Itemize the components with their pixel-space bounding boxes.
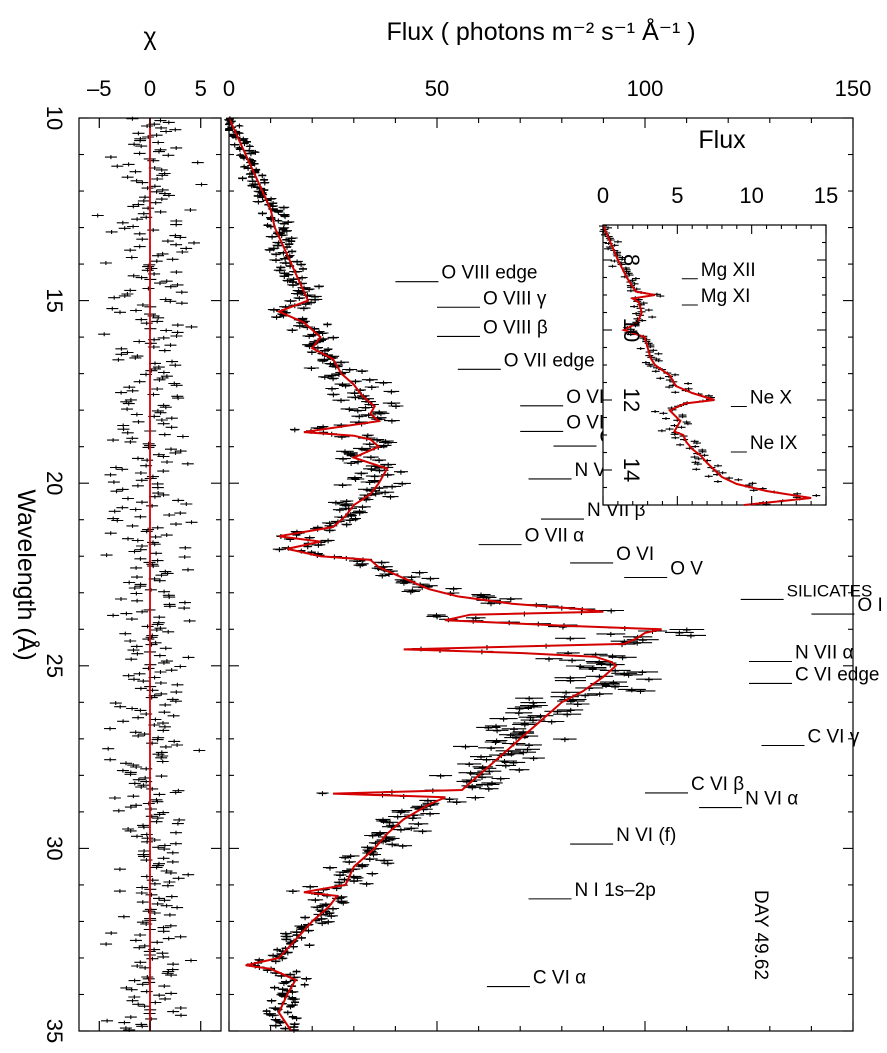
wavelength-tick-label: 20 bbox=[42, 471, 67, 495]
inset-model-line bbox=[602, 224, 812, 506]
flux-x-tick-label: 0 bbox=[223, 76, 235, 101]
line-annotation: O V bbox=[670, 559, 703, 580]
line-annotation: O I bbox=[857, 595, 882, 616]
line-annotation: N VI (f) bbox=[616, 825, 676, 846]
main-frame bbox=[228, 117, 854, 1032]
line-annotation: N I 1s–2p bbox=[575, 880, 656, 901]
line-annotation: N VI α bbox=[745, 789, 798, 810]
wavelength-tick-label: 15 bbox=[42, 288, 67, 312]
line-annotation: N VII α bbox=[795, 642, 854, 663]
inset-line-annotation: Mg XI bbox=[701, 286, 751, 307]
flux-x-tick-label: 50 bbox=[425, 76, 449, 101]
line-annotation: C VI α bbox=[533, 968, 586, 989]
inset-x-tick-label: 10 bbox=[739, 183, 763, 208]
inset-line-annotation: Mg XII bbox=[701, 260, 756, 281]
inset-axis-title: Flux bbox=[698, 126, 746, 154]
wavelength-axis-title: Wavelength (Å) bbox=[12, 489, 42, 660]
inset-y-tick-label: 14 bbox=[619, 458, 644, 482]
line-annotation: O VII edge bbox=[504, 350, 595, 371]
inset-x-tick-label: 0 bbox=[597, 183, 609, 208]
inset-line-annotation: Ne X bbox=[750, 388, 793, 409]
line-annotation: O VI bbox=[616, 544, 654, 565]
flux-x-tick-label: 100 bbox=[627, 76, 664, 101]
line-annotation: C VI edge bbox=[795, 664, 880, 685]
inset-line-annotation: Ne IX bbox=[750, 433, 798, 454]
line-annotation: O VIII edge bbox=[441, 263, 537, 284]
wavelength-tick-label: 10 bbox=[42, 106, 67, 130]
chi-residual-panel: –5 0 5 10 15 20 25 30 35 χ Wavelength (Å) bbox=[12, 23, 222, 1043]
chi-x-tick-label: 5 bbox=[195, 76, 207, 101]
wavelength-tick-label: 25 bbox=[42, 654, 67, 678]
inset-x-tick-label: 5 bbox=[671, 183, 683, 208]
inset-x-tick-label: 15 bbox=[814, 183, 838, 208]
line-annotation: O VIII γ bbox=[483, 288, 547, 309]
flux-model-line bbox=[228, 117, 662, 1032]
chi-x-tick-label: –5 bbox=[87, 76, 111, 101]
line-annotation: C VI β bbox=[691, 774, 744, 795]
inset-y-tick-label: 8 bbox=[619, 254, 644, 266]
inset-spectrum-panel: 0 5 10 15 8 10 12 14 Flux Mg XII Mg XI Ne X Ne IX bbox=[597, 126, 838, 506]
flux-x-tick-label: 150 bbox=[835, 76, 872, 101]
chi-axis-title: χ bbox=[143, 23, 156, 51]
line-annotation: C VI γ bbox=[807, 726, 859, 747]
flux-axis-title: Flux ( photons m⁻² s⁻¹ Å⁻¹ ) bbox=[386, 16, 695, 46]
inset-y-tick-label: 10 bbox=[619, 318, 644, 342]
line-annotation: SILICATES bbox=[787, 581, 873, 600]
wavelength-tick-label: 30 bbox=[42, 836, 67, 860]
inset-y-tick-label: 12 bbox=[619, 388, 644, 412]
line-annotation: O VII α bbox=[525, 526, 585, 547]
inset-frame bbox=[602, 224, 827, 506]
chi-x-tick-label: 0 bbox=[144, 76, 156, 101]
wavelength-tick-label: 35 bbox=[42, 1019, 67, 1043]
day-label: DAY 49.62 bbox=[750, 890, 771, 980]
line-annotation: O VIII β bbox=[483, 317, 548, 338]
